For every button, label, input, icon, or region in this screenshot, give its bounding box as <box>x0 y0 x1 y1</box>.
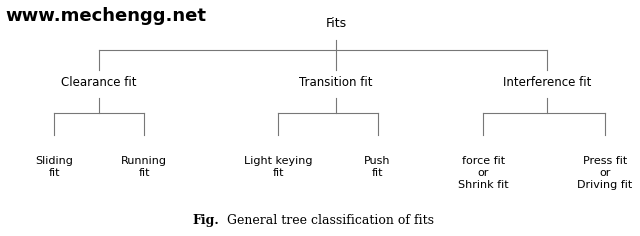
Text: Push
fit: Push fit <box>364 156 391 178</box>
Text: force fit
or
Shrink fit: force fit or Shrink fit <box>458 156 509 190</box>
Text: Sliding
fit: Sliding fit <box>35 156 74 178</box>
Text: Light keying
fit: Light keying fit <box>244 156 313 178</box>
Text: Interference fit: Interference fit <box>503 76 591 88</box>
Text: Fits: Fits <box>325 17 347 30</box>
Text: General tree classification of fits: General tree classification of fits <box>227 214 434 227</box>
Text: Press fit
or
Driving fit: Press fit or Driving fit <box>577 156 632 190</box>
Text: Clearance fit: Clearance fit <box>61 76 137 88</box>
Text: Transition fit: Transition fit <box>300 76 372 88</box>
Text: www.mechengg.net: www.mechengg.net <box>5 7 206 25</box>
Text: Running
fit: Running fit <box>121 156 167 178</box>
Text: Fig.: Fig. <box>192 214 219 227</box>
